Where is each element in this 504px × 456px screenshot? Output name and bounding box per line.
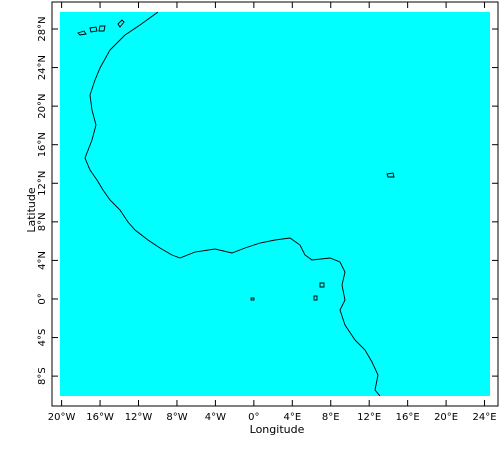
x-tick-label: 8°E [322,412,340,423]
x-tick-label: 12°W [125,412,153,423]
y-tick-label: 0° [37,293,48,304]
y-tick-label: 20°N [37,94,48,119]
coastline [77,11,395,397]
x-tick-label: 0° [248,412,259,423]
y-tick-label: 8°S [37,367,48,385]
x-tick-label: 4°E [283,412,301,423]
y-tick-label: 12°N [37,171,48,196]
x-tick-label: 20°W [48,412,76,423]
x-axis-title: Longitude [250,423,305,436]
frame [51,1,499,407]
y-axis-title: Latitude [25,187,38,233]
x-tick-label: 16°W [86,412,114,423]
x-tick-label: 16°E [396,412,420,423]
y-tick-label: 4°S [37,329,48,347]
x-tick-label: 20°E [434,412,458,423]
y-tick-label: 28°N [37,16,48,41]
ocean [60,12,490,396]
x-tick-label: 12°E [357,412,381,423]
y-tick-label: 8°N [37,212,48,231]
y-tick-label: 4°N [37,251,48,270]
x-tick-label: 24°E [473,412,497,423]
x-tick-label: 4°W [205,412,226,423]
y-tick-label: 24°N [37,55,48,80]
y-tick-label: 16°N [37,132,48,157]
x-tick-label: 8°W [166,412,187,423]
